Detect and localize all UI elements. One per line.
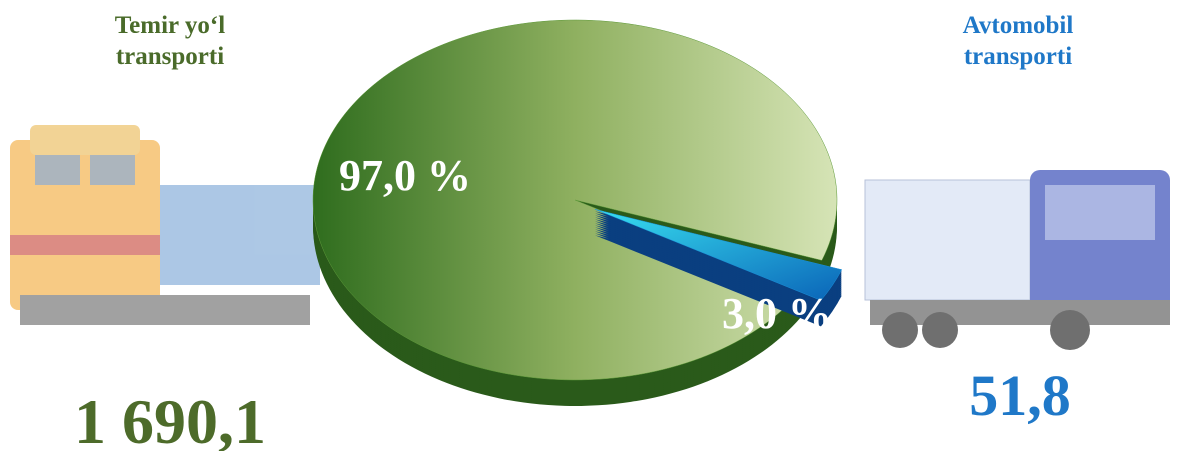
data-label: 97,0 % [339, 151, 471, 200]
data-label: 3,0 % [722, 289, 832, 338]
total-value: 1 690,1 [74, 386, 266, 451]
category-label: Avtomobil transporti [962, 12, 1074, 71]
total-value: 51,8 [969, 363, 1071, 428]
slice [594, 209, 843, 301]
category-label: Temir yo‘l transporti [114, 12, 226, 71]
slice [312, 19, 838, 381]
truck-illustration [864, 170, 1170, 350]
train-illustration [10, 125, 320, 325]
